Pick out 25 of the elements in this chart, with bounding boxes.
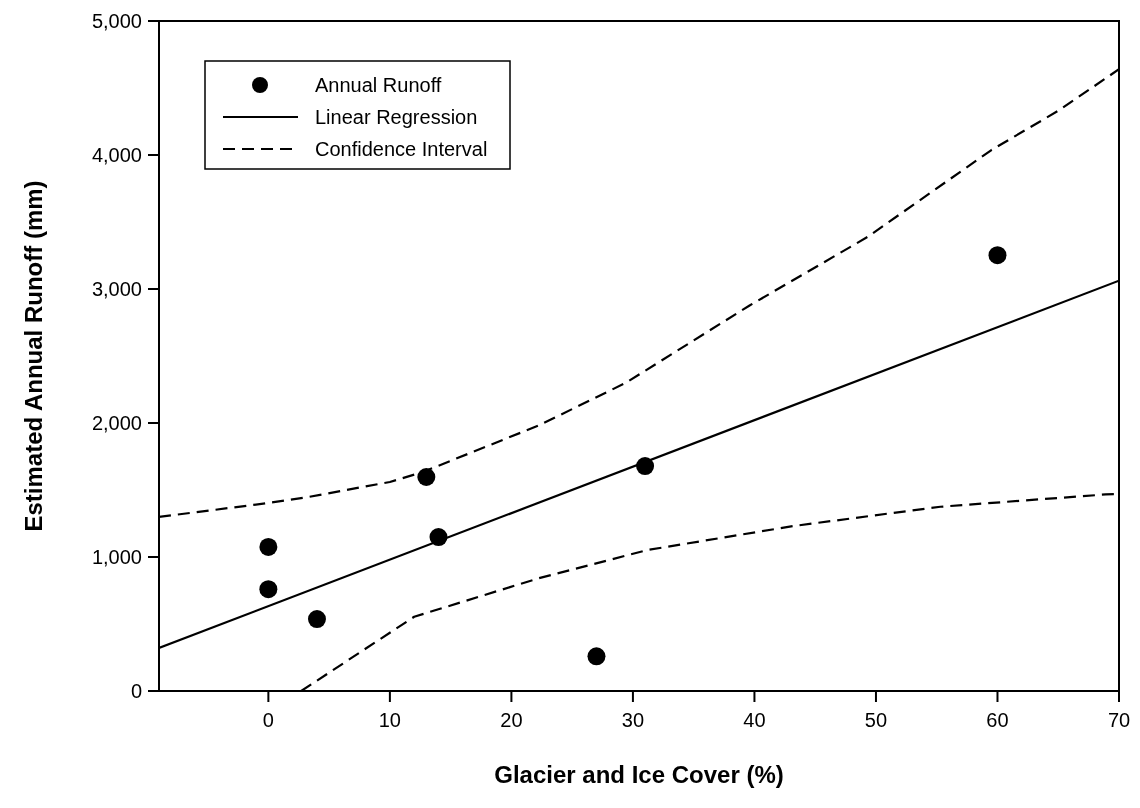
x-tick-label: 20 xyxy=(500,709,523,731)
x-tick-label: 10 xyxy=(378,709,402,731)
point xyxy=(417,468,436,486)
y-tick-label: 0 xyxy=(130,680,142,702)
y-axis-title: Estimated Annual Runoff (mm) xyxy=(20,180,47,532)
point xyxy=(259,537,278,556)
y-tick-label: 5,000 xyxy=(91,10,142,32)
y-tick-label: 2,000 xyxy=(91,412,142,434)
point xyxy=(259,580,278,599)
y-tick-label: 1,000 xyxy=(91,546,142,568)
x-tick-label: 40 xyxy=(743,709,766,731)
x-tick-label: 30 xyxy=(621,709,645,731)
x-tick-label: 70 xyxy=(1107,709,1131,731)
legend-label: Confidence Interval xyxy=(315,138,488,160)
x-axis-title: Glacier and Ice Cover (%) xyxy=(494,761,784,788)
x-tick-label: 60 xyxy=(986,709,1009,731)
x-tick-label: 50 xyxy=(864,709,888,731)
legend-label: Linear Regression xyxy=(315,106,478,128)
point xyxy=(988,246,1007,265)
y-tick-label: 3,000 xyxy=(91,278,142,300)
legend-label: Annual Runoff xyxy=(315,74,442,96)
point xyxy=(587,647,606,666)
x-tick-label: 0 xyxy=(262,709,274,731)
point xyxy=(307,610,326,629)
y-tick-label: 4,000 xyxy=(91,144,142,166)
